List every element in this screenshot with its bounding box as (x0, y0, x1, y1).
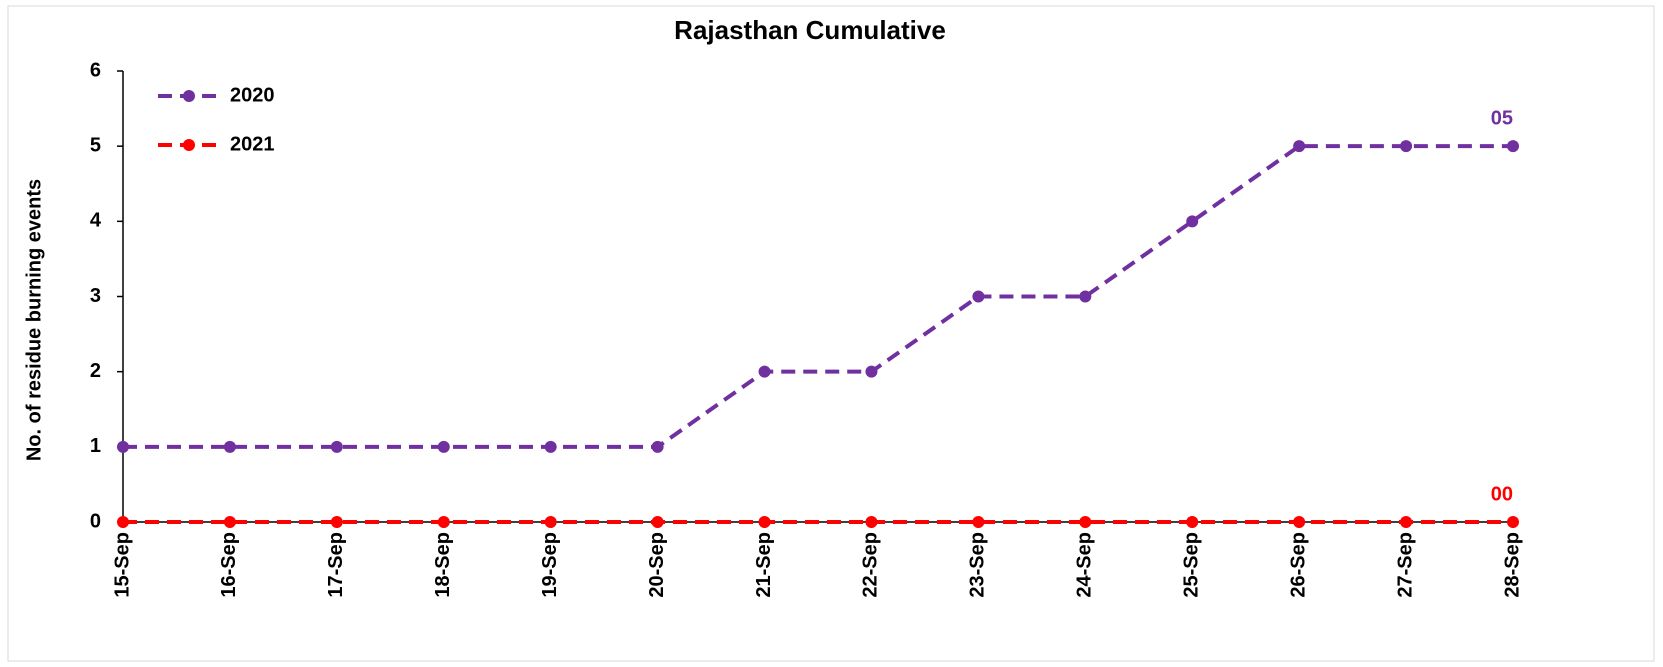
data-point (758, 516, 771, 528)
data-point (330, 440, 343, 453)
data-point (1186, 215, 1199, 228)
x-tick-label: 28-Sep (1501, 532, 1523, 598)
chart-frame (7, 5, 1655, 662)
data-point (865, 365, 878, 378)
y-tick-label: 0 (90, 510, 101, 532)
y-tick-label: 4 (90, 210, 102, 232)
data-point (1079, 516, 1092, 528)
x-tick-label: 21-Sep (753, 532, 775, 598)
data-point (223, 516, 236, 528)
data-point (544, 516, 557, 528)
data-point (544, 440, 557, 453)
y-tick-label: 5 (90, 134, 101, 156)
data-point (651, 516, 664, 528)
y-tick-label: 1 (90, 435, 101, 457)
legend-marker (183, 90, 195, 102)
x-tick-label: 22-Sep (860, 532, 882, 598)
data-point (1400, 516, 1413, 528)
x-tick-label: 18-Sep (432, 532, 454, 598)
y-tick-label: 6 (90, 59, 101, 81)
data-point (223, 440, 236, 453)
chart-title: Rajasthan Cumulative (674, 15, 946, 45)
data-point (330, 516, 343, 528)
data-point (1507, 140, 1519, 153)
data-label: 00 (1491, 483, 1513, 505)
x-tick-label: 17-Sep (325, 532, 347, 598)
x-tick-label: 24-Sep (1074, 532, 1096, 598)
x-tick-label: 15-Sep (111, 532, 133, 598)
legend-label: 2020 (230, 84, 275, 106)
data-point (1293, 140, 1306, 153)
x-tick-label: 23-Sep (967, 532, 989, 598)
data-point (437, 516, 450, 528)
data-point (1507, 516, 1519, 528)
data-point (1186, 516, 1199, 528)
x-tick-label: 19-Sep (539, 532, 561, 598)
x-tick-label: 25-Sep (1181, 532, 1203, 598)
y-tick-label: 2 (90, 360, 101, 382)
y-axis-label: No. of residue burning events (23, 179, 45, 461)
y-tick-label: 3 (90, 285, 101, 307)
data-point (651, 440, 664, 453)
data-point (865, 516, 878, 528)
data-point (1079, 290, 1092, 303)
data-point (972, 516, 985, 528)
data-point (117, 516, 129, 528)
data-point (972, 290, 985, 303)
legend-label: 2021 (230, 133, 275, 155)
x-tick-label: 27-Sep (1394, 532, 1416, 598)
series-line (123, 144, 1513, 449)
data-point (758, 365, 771, 378)
data-point (437, 440, 450, 453)
x-tick-label: 16-Sep (218, 532, 240, 598)
x-tick-label: 26-Sep (1287, 532, 1309, 598)
data-label: 05 (1491, 107, 1513, 129)
data-point (117, 440, 129, 453)
data-point (1400, 140, 1413, 153)
x-tick-label: 20-Sep (646, 532, 668, 598)
data-point (1293, 516, 1306, 528)
legend-marker (183, 139, 195, 151)
